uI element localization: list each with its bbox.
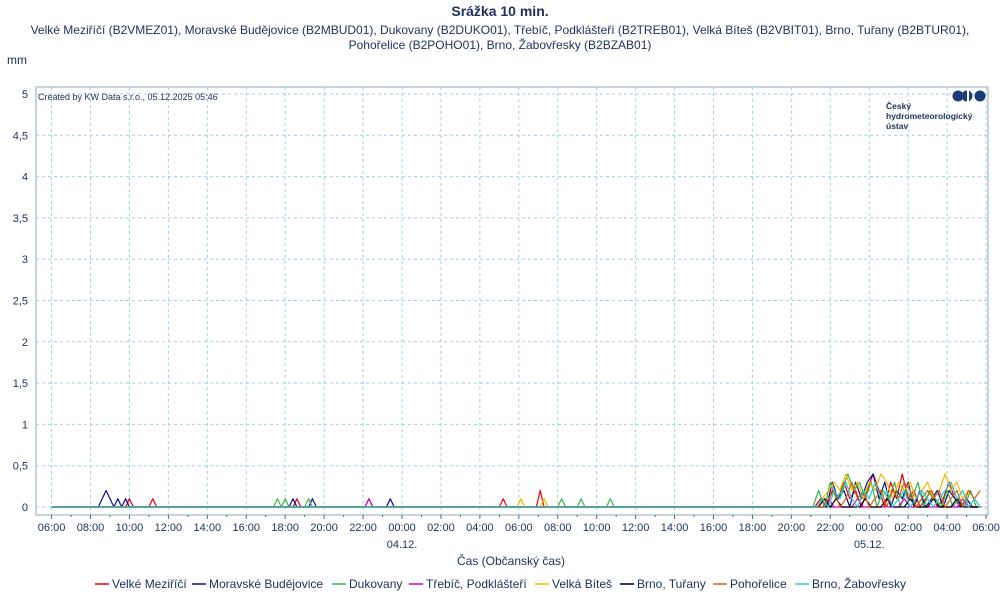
x-tick-label: 14:00 <box>661 522 689 534</box>
x-tick-label: 18:00 <box>739 522 767 534</box>
legend-label: Brno, Žabovřesky <box>812 576 906 591</box>
chart-title: Srážka 10 min. <box>451 3 548 19</box>
x-tick-label: 18:00 <box>271 522 299 534</box>
y-tick-label: 1 <box>22 419 28 431</box>
x-tick-label: 00:00 <box>388 522 416 534</box>
legend: Velké Meziříčí Moravské Budějovice Dukovan… <box>95 576 906 591</box>
x-tick-label: 10:00 <box>116 522 144 534</box>
x-tick-label: 22:00 <box>817 522 845 534</box>
y-tick-label: 5 <box>22 89 28 101</box>
y-tick-label: 2,5 <box>13 296 28 308</box>
y-tick-label: 3 <box>22 254 28 266</box>
legend-label: Dukovany <box>349 577 402 591</box>
logo-text-line-1: Český <box>886 100 911 111</box>
x-tick-label: 10:00 <box>583 522 611 534</box>
legend-label: Moravské Budějovice <box>209 577 323 591</box>
x-tick-label: 14:00 <box>194 522 222 534</box>
credit-text: Created by KW Data s.r.o., 05.12.2025 05… <box>38 92 218 102</box>
y-tick-label: 4 <box>22 172 28 184</box>
x-tick-label: 04:00 <box>933 522 961 534</box>
x-tick-label: 12:00 <box>622 522 650 534</box>
logo-text-line-3: ústav <box>886 121 908 131</box>
series-line-3 <box>51 473 983 508</box>
x-date-label: 05.12. <box>854 539 885 551</box>
x-tick-label: 08:00 <box>544 522 572 534</box>
y-tick-label: 4,5 <box>13 130 28 142</box>
x-tick-label: 00:00 <box>855 522 883 534</box>
x-tick-label: 16:00 <box>700 522 728 534</box>
chart-subtitle-line-1: Velké Meziříčí (B2VMEZ01), Moravské Budě… <box>31 23 970 37</box>
series-line-2 <box>51 473 979 508</box>
axis-tick-labels: 0 0,5 1 1,5 2 2,5 3 3,5 4 4,5 5 06:00 08:00 10:00 12:0… <box>13 89 1000 551</box>
y-tick-label: 1,5 <box>13 378 28 390</box>
x-axis-label: Čas (Občanský čas) <box>457 553 565 568</box>
logo-dot-right <box>974 90 986 102</box>
logo-text-line-2: hydrometeorologický <box>886 111 973 121</box>
y-axis-label: mm <box>7 53 27 67</box>
x-tick-label: 08:00 <box>77 522 105 534</box>
logo-dot-left <box>952 90 964 102</box>
x-tick-label: 12:00 <box>155 522 183 534</box>
x-tick-label: 20:00 <box>310 522 338 534</box>
x-date-label: 04.12. <box>387 539 418 551</box>
chart-subtitle-line-2: Pohořelice (B2POHO01), Brno, Žabovřesky … <box>349 37 652 52</box>
series-line-5 <box>51 473 981 508</box>
grid-lines <box>36 87 988 519</box>
legend-label: Pohořelice <box>730 577 787 591</box>
y-tick-label: 2 <box>22 337 28 349</box>
y-tick-label: 0 <box>22 502 28 514</box>
x-tick-label: 16:00 <box>232 522 260 534</box>
legend-label: Třebíč, Podklášteří <box>426 577 527 591</box>
x-tick-label: 06:00 <box>505 522 533 534</box>
x-tick-label: 02:00 <box>427 522 455 534</box>
logo-gap <box>967 89 969 103</box>
legend-label: Brno, Tuřany <box>637 577 706 591</box>
x-tick-label: 20:00 <box>778 522 806 534</box>
x-tick-label: 06:00 <box>38 522 66 534</box>
y-tick-label: 0,5 <box>13 461 28 473</box>
y-tick-label: 3,5 <box>13 213 28 225</box>
x-tick-label: 02:00 <box>894 522 922 534</box>
x-tick-label: 04:00 <box>466 522 494 534</box>
x-tick-label: 06:00 <box>972 522 1000 534</box>
chmu-logo: Český hydrometeorologický ústav <box>886 89 986 131</box>
series-layer <box>51 473 983 508</box>
x-tick-label: 22:00 <box>349 522 377 534</box>
series-line-8 <box>51 481 981 508</box>
legend-label: Velké Meziříčí <box>112 577 187 591</box>
legend-label: Velká Bíteš <box>552 577 612 591</box>
